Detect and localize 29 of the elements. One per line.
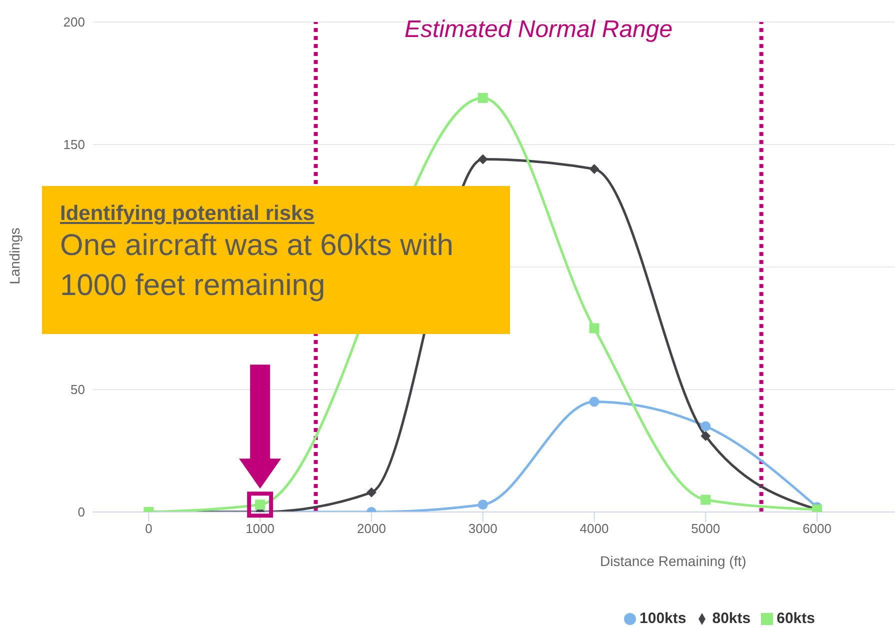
y-tick-label: 50	[70, 382, 85, 398]
annotation: One aircraft was at 60kts with 1000 feet remaining	[60, 228, 454, 304]
legend-label: 100kts	[640, 610, 686, 627]
point	[589, 164, 600, 174]
point	[478, 154, 488, 164]
point	[589, 396, 600, 407]
point	[478, 92, 488, 103]
x-tick-label: 2000	[357, 521, 386, 536]
x-tick-label: 5000	[691, 521, 720, 536]
point	[366, 487, 376, 498]
y-axis-title: Landings	[6, 227, 22, 284]
legend-label: 80kts	[712, 610, 751, 627]
point	[700, 421, 711, 432]
x-tick-label: 6000	[802, 521, 832, 536]
x-tick-label: 0	[145, 521, 152, 536]
point	[700, 494, 711, 505]
annotation: Estimated Normal Range	[403, 16, 674, 44]
x-tick-label: 1000	[246, 521, 275, 536]
point	[700, 431, 711, 442]
y-tick-label: 0	[78, 504, 85, 520]
x-tick-label: 4000	[580, 521, 609, 536]
x-axis-title: Distance Remaining (ft)	[600, 553, 746, 569]
y-tick-label: 150	[63, 137, 85, 152]
x-tick-label: 3000	[468, 521, 498, 536]
point	[589, 323, 600, 334]
annotation: Identifying potential risks	[60, 202, 316, 226]
point	[478, 500, 488, 510]
y-tick-label: 200	[63, 14, 85, 30]
legend-label: 60kts	[776, 610, 815, 627]
